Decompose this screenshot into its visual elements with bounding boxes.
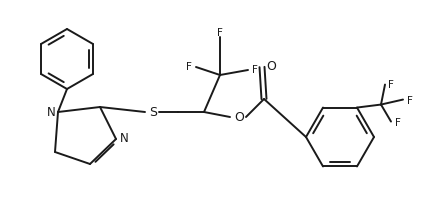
Text: N: N	[120, 132, 128, 145]
Text: F: F	[395, 117, 401, 127]
Text: F: F	[217, 28, 223, 38]
Text: O: O	[266, 60, 276, 73]
Text: F: F	[407, 95, 413, 105]
Text: S: S	[149, 106, 157, 119]
Text: F: F	[388, 79, 394, 89]
Text: O: O	[234, 111, 244, 124]
Text: F: F	[186, 62, 192, 72]
Text: F: F	[252, 65, 258, 75]
Text: N: N	[46, 106, 55, 119]
